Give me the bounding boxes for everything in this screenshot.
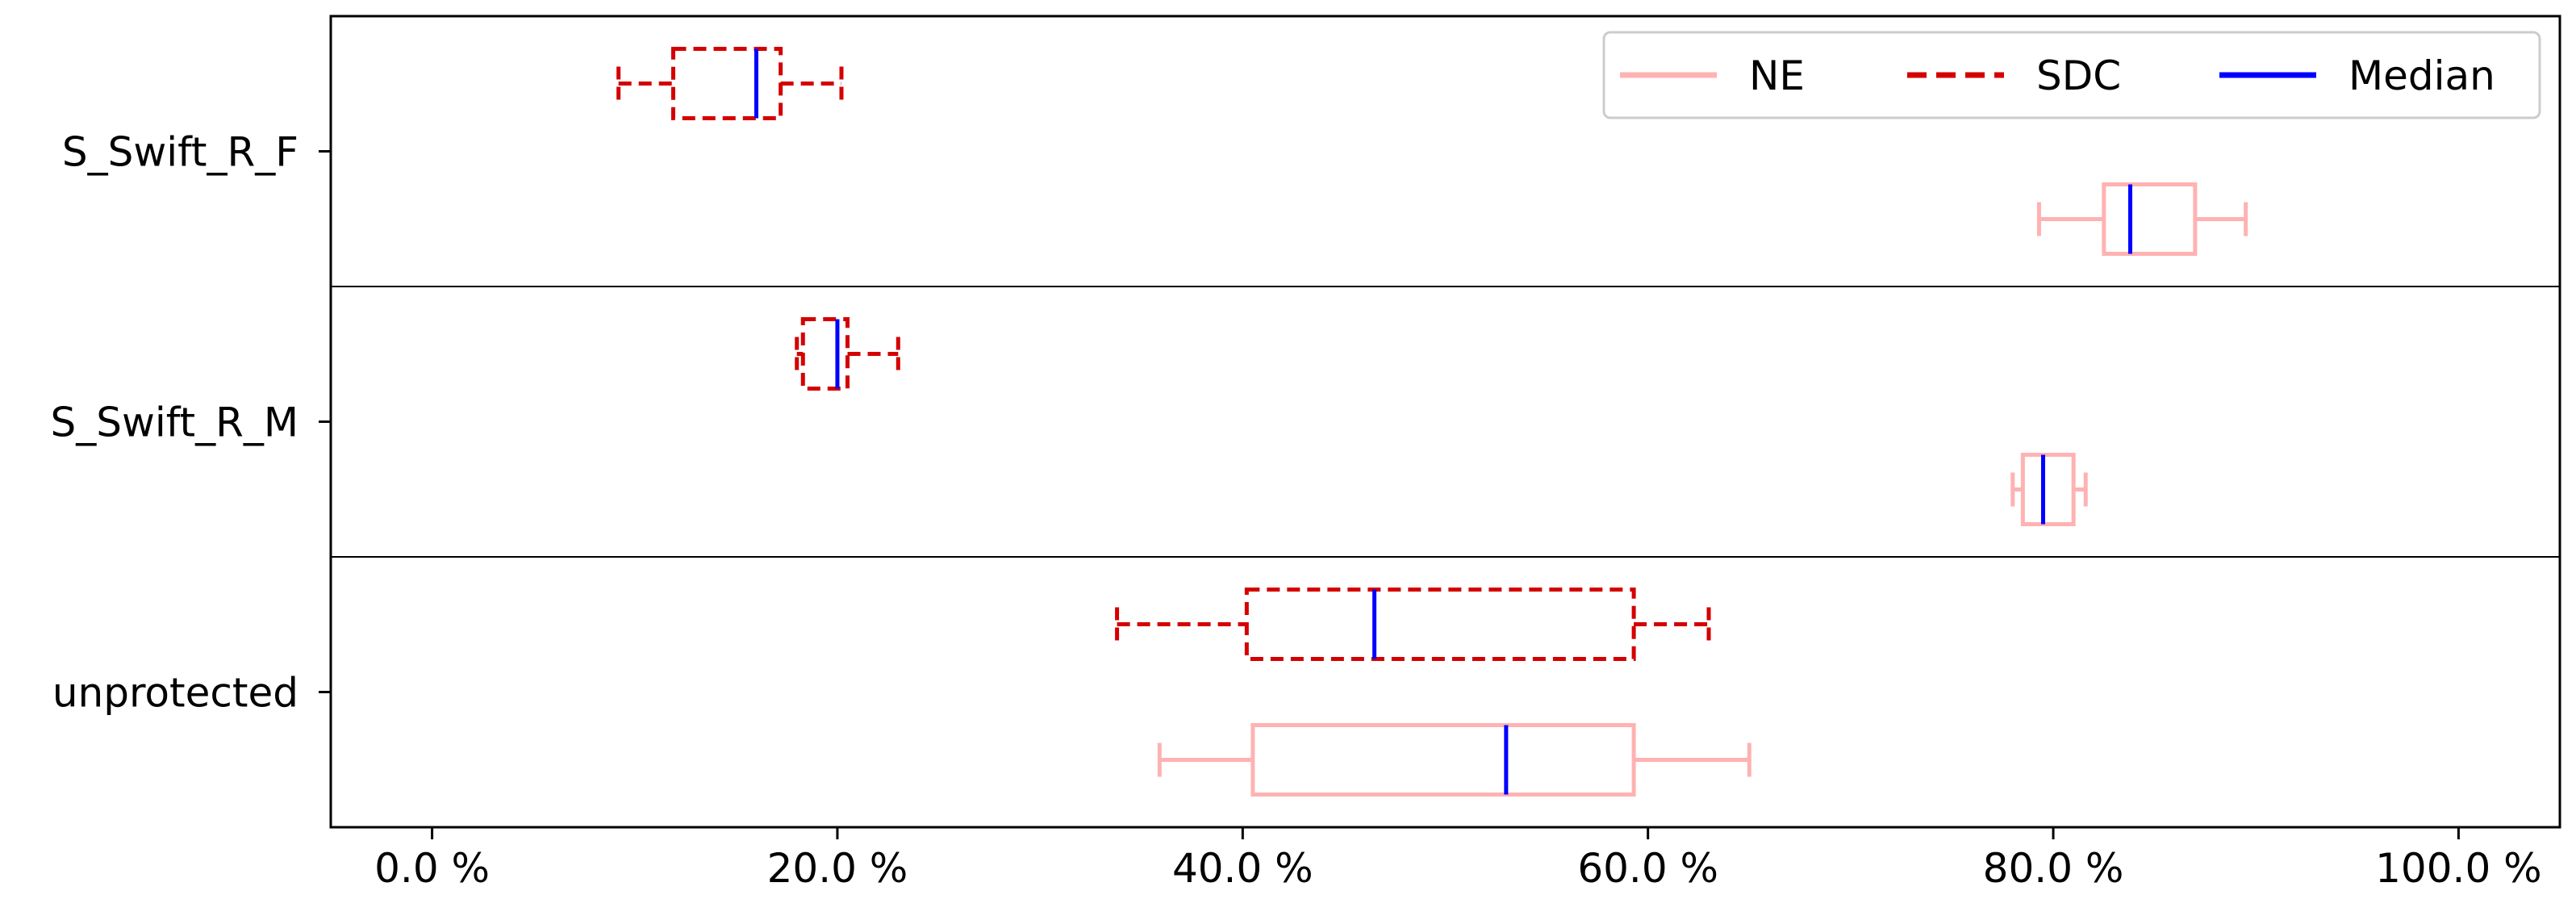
axes: 0.0 % 20.0 % 40.0 % 60.0 % 80.0 % 100.0 % S_Sw…	[51, 15, 2561, 892]
legend-box	[1602, 31, 2541, 119]
x-tick-label: 60.0 %	[1577, 845, 1718, 892]
legend-label-ne: NE	[1749, 52, 1805, 99]
legend-label-median: Median	[2348, 52, 2495, 99]
x-tick-label: 80.0 %	[1983, 845, 2124, 892]
y-tick-label: unprotected	[52, 670, 299, 717]
category-separators	[331, 286, 2560, 558]
legend-label-sdc: SDC	[2036, 52, 2121, 99]
x-tick-label: 40.0 %	[1172, 845, 1313, 892]
ne-s-swift-r-m-box	[2020, 453, 2076, 526]
box-plots	[616, 47, 2248, 797]
y-tick-label: S_Swift_R_M	[51, 399, 299, 446]
sdc-s-swift-r-m-box	[800, 317, 850, 391]
sdc-s-swift-r-f-box	[670, 47, 783, 120]
ne-unprotected-box	[1250, 723, 1636, 797]
x-tick-label: 20.0 %	[767, 845, 908, 892]
y-tick-label: S_Swift_R_F	[62, 129, 299, 176]
ne-s-swift-r-f-box	[2102, 182, 2198, 256]
plot-frame	[329, 15, 2561, 829]
legend: NE SDC Median	[1602, 31, 2541, 119]
sdc-unprotected-box	[1244, 588, 1636, 661]
x-tick-label: 0.0 %	[374, 845, 490, 892]
x-tick-label: 100.0 %	[2375, 845, 2542, 892]
